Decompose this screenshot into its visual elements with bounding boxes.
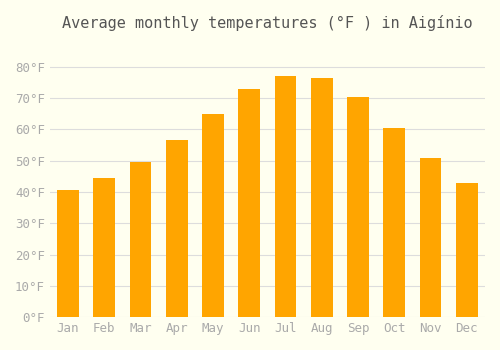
Bar	[166, 140, 188, 317]
Bar	[57, 190, 79, 317]
Bar	[347, 97, 369, 317]
Bar	[238, 89, 260, 317]
Bar	[384, 128, 405, 317]
Bar	[130, 162, 152, 317]
Bar	[94, 178, 115, 317]
Bar	[456, 183, 477, 317]
Title: Average monthly temperatures (°F ) in Aigínio: Average monthly temperatures (°F ) in Ai…	[62, 15, 472, 31]
Bar	[274, 76, 296, 317]
Bar	[311, 78, 332, 317]
Bar	[420, 158, 442, 317]
Bar	[202, 114, 224, 317]
